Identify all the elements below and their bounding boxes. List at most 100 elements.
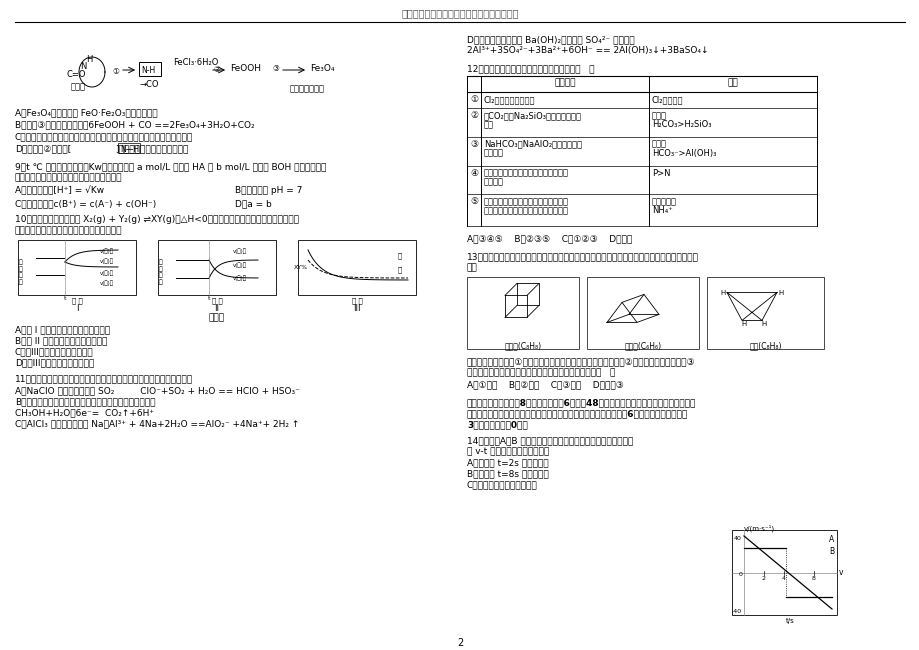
Text: C．AlCl₃ 溶液中投入过量 Na：Al³⁺ + 4Na+2H₂O ==AlO₂⁻ +4Na⁺+ 2H₂ ↑: C．AlCl₃ 溶液中投入过量 Na：Al³⁺ + 4Na+2H₂O ==AlO… [15, 419, 299, 428]
Text: D．在反应②环丙胺[: D．在反应②环丙胺[ [15, 144, 71, 153]
Text: 反
应
速
率: 反 应 速 率 [159, 259, 163, 285]
Text: ④: ④ [470, 168, 478, 177]
Text: 时 间: 时 间 [351, 297, 362, 304]
Text: 2Al³⁺+3SO₄²⁻+3Ba²⁺+6OH⁻ == 2Al(OH)₃↓+3BaSO₄↓: 2Al³⁺+3SO₄²⁻+3Ba²⁺+6OH⁻ == 2Al(OH)₃↓+3Ba… [467, 46, 708, 55]
Text: ③: ③ [272, 64, 278, 73]
Bar [158, 240, 276, 295]
Text: 10．在密闭容器中，反应 X₂(g) + Y₂(g) ⇌XY(g)；△H<0，达到甲平衡。在仅改变某一条件后，: 10．在密闭容器中，反应 X₂(g) + Y₂(g) ⇌XY(g)；△H<0，达… [15, 215, 299, 224]
Text: v(正)甲: v(正)甲 [233, 275, 246, 281]
Text: ①: ① [470, 95, 478, 104]
Bar [298, 240, 415, 295]
Text: -40: -40 [732, 609, 742, 614]
Text: ]的作用可能是促进氯化铁水解: ]的作用可能是促进氯化铁水解 [115, 144, 188, 153]
Text: B．反应③的化学方程式是：6FeOOH + CO ==2Fe₃O₄+3H₂O+CO₂: B．反应③的化学方程式是：6FeOOH + CO ==2Fe₃O₄+3H₂O+C… [15, 120, 255, 129]
Text: 酸性：: 酸性： [652, 111, 666, 120]
Text: NaHCO₃与NaAlO₂溶液混合产生: NaHCO₃与NaAlO₂溶液混合产生 [483, 140, 582, 149]
Text: v(逆)甲: v(逆)甲 [100, 270, 114, 276]
Text: A．NaClO 溶液中通入过量 SO₂         ClO⁻+SO₂ + H₂O == HClO + HSO₃⁻: A．NaClO 溶液中通入过量 SO₂ ClO⁻+SO₂ + H₂O == HC… [15, 386, 300, 395]
Text: 立方烷(C₈H₈): 立方烷(C₈H₈) [504, 341, 541, 350]
Text: H: H [760, 321, 766, 328]
Text: N: N [80, 62, 86, 71]
Text: FeOOH: FeOOH [230, 64, 261, 73]
Text: 14．如图，A、B 分别是甲、乙两小球从同一地点沿同一直线运动: 14．如图，A、B 分别是甲、乙两小球从同一地点沿同一直线运动 [467, 436, 632, 445]
Bar [706, 278, 823, 350]
Text: A．③④⑤    B．②③⑤    C．①②③    D．全部: A．③④⑤ B．②③⑤ C．①②③ D．全部 [467, 235, 631, 243]
Text: 13．近年来用合成方法制备了多种新奇的有机物，例如分子含有如下图所示立体结构的环烃化合: 13．近年来用合成方法制备了多种新奇的有机物，例如分子含有如下图所示立体结构的环… [467, 252, 698, 261]
Text: Cl₂的水溶液可以导电: Cl₂的水溶液可以导电 [483, 95, 535, 104]
Text: B．图 II 是扩大容器体积的变化情况: B．图 II 是扩大容器体积的变化情况 [15, 336, 108, 345]
Text: v(正)甲: v(正)甲 [100, 258, 114, 264]
Text: 的 v-t 图像，根据图像可以判断: 的 v-t 图像，根据图像可以判断 [467, 447, 549, 456]
Text: 乙: 乙 [398, 266, 402, 272]
Text: B: B [828, 547, 834, 556]
Text: C．两球运动过程中不会相遇: C．两球运动过程中不会相遇 [467, 480, 538, 489]
Text: N—H: N—H [119, 145, 139, 154]
Text: v(逆)乙: v(逆)乙 [233, 262, 246, 268]
Bar [586, 278, 698, 350]
Text: H: H [720, 291, 724, 296]
Text: C．混合液中，c(B⁺) = c(A⁻) + c(OH⁻): C．混合液中，c(B⁺) = c(A⁻) + c(OH⁻) [15, 199, 156, 208]
Text: 二、选择题：本大题共8个小题，每小题6分，共48分，在每小题给出的四个选项中，有的只: 二、选择题：本大题共8个小题，每小题6分，共48分，在每小题给出的四个选项中，有… [467, 398, 696, 408]
Text: 曲线图: 曲线图 [209, 313, 225, 322]
Text: t/s: t/s [785, 618, 794, 624]
Text: 实验事实: 实验事实 [553, 78, 575, 87]
Text: P>N: P>N [652, 168, 670, 177]
Text: D．a = b: D．a = b [234, 199, 271, 208]
Text: 溶液一定有: 溶液一定有 [652, 198, 676, 207]
Text: 时 间: 时 间 [72, 297, 83, 304]
Bar [118, 143, 140, 153]
Text: t: t [208, 296, 210, 301]
Text: A: A [828, 535, 834, 544]
Text: ①: ① [112, 67, 119, 76]
Text: H: H [85, 55, 92, 64]
Text: v/(m·s⁻¹): v/(m·s⁻¹) [743, 524, 775, 532]
Bar [467, 278, 578, 350]
Bar [18, 240, 136, 295]
Text: H₂CO₃>H₂SiO₃: H₂CO₃>H₂SiO₃ [652, 120, 710, 129]
Text: A．混合液中，[H⁺] = √Kw: A．混合液中，[H⁺] = √Kw [15, 186, 104, 195]
Text: t: t [64, 296, 66, 301]
Text: 将CO₂通入Na₂SiO₃溶液中产生白色: 将CO₂通入Na₂SiO₃溶液中产生白色 [483, 111, 582, 120]
Text: ③: ③ [470, 140, 478, 149]
Text: 结论: 结论 [727, 78, 738, 87]
Text: 3分，有选错的得0分。: 3分，有选错的得0分。 [467, 421, 528, 430]
Text: 11．下列各组物质间反应可能包括多步反应，其总的离子方程式正确的是: 11．下列各组物质间反应可能包括多步反应，其总的离子方程式正确的是 [15, 374, 193, 383]
Text: HCO₃⁻>Al(OH)₃: HCO₃⁻>Al(OH)₃ [652, 149, 716, 158]
Text: 棱晶烷、盆烷是苯的同分异构体，上述说法中正确的是（   ）: 棱晶烷、盆烷是苯的同分异构体，上述说法中正确的是（ ） [467, 369, 615, 378]
Text: H: H [777, 291, 782, 296]
Text: v: v [838, 568, 843, 577]
Text: A．①正确    B．②正确    C．③正确    D．只有③: A．①正确 B．②正确 C．③正确 D．只有③ [467, 380, 623, 389]
Text: III: III [353, 304, 360, 313]
Text: v(正)乙: v(正)乙 [100, 248, 114, 254]
Text: 沉淀: 沉淀 [483, 120, 494, 129]
Bar [732, 530, 836, 615]
Text: 2: 2 [761, 575, 766, 580]
Text: 9．t ℃ 时，水的离子积为Kw，该温度下将 a mol/L 一元酸 HA 与 b mol/L 一元碱 BOH 等体积混合，: 9．t ℃ 时，水的离子积为Kw，该温度下将 a mol/L 一元酸 HA 与 … [15, 162, 326, 171]
Text: A．图 I 是加入适当催化剂的变化情况: A．图 I 是加入适当催化剂的变化情况 [15, 325, 110, 334]
Text: 有人认为上述有机物①立方烷、棱晶烷可以看做是烷烃的同系物，②盆烷是乙烯的同系物，③: 有人认为上述有机物①立方烷、棱晶烷可以看做是烷烃的同系物，②盆烷是乙烯的同系物，… [467, 358, 695, 367]
Text: 8: 8 [811, 575, 815, 580]
Bar [139, 62, 161, 76]
Text: H: H [740, 321, 745, 328]
Text: 4: 4 [781, 575, 785, 580]
Text: 某无色溶液中加入氯化钠溶液并加热，: 某无色溶液中加入氯化钠溶液并加热， [483, 198, 568, 207]
Text: D．图III是升高温度的变化情况: D．图III是升高温度的变化情况 [15, 358, 94, 367]
Text: 有一项是符合各题要求，有的有多个选项符合各题要求。全选对的得6分，选对但选不全的得: 有一项是符合各题要求，有的有多个选项符合各题要求。全选对的得6分，选对但选不全的… [467, 410, 687, 419]
Text: 物：: 物： [467, 263, 477, 272]
Text: 反
应
速
率: 反 应 速 率 [19, 259, 23, 285]
Text: XY%: XY% [293, 265, 308, 270]
Text: A．两球在 t=2s 时速率相等: A．两球在 t=2s 时速率相等 [467, 458, 548, 467]
Text: Fe₃O₄: Fe₃O₄ [310, 64, 335, 73]
Text: B．甲醇、氧气和氢氧化钾溶液组成的燃料电池的负极反应: B．甲醇、氧气和氢氧化钾溶液组成的燃料电池的负极反应 [15, 397, 155, 406]
Text: 产生的气体能使湿润红色石蕊试纸变蓝: 产生的气体能使湿润红色石蕊试纸变蓝 [483, 207, 568, 215]
Text: 纳米四氧化三铁: 纳米四氧化三铁 [289, 84, 324, 93]
Text: 酸性：: 酸性： [652, 140, 666, 149]
Text: ②: ② [470, 111, 478, 120]
Text: 白色沉淀: 白色沉淀 [483, 149, 504, 158]
Text: N-H: N-H [141, 66, 155, 75]
Text: v(正)乙: v(正)乙 [233, 248, 246, 254]
Text: 吡咯酮: 吡咯酮 [71, 82, 85, 91]
Text: 0: 0 [738, 571, 743, 577]
Text: 大庆市第一次模拟考试的理综得分训练（四）: 大庆市第一次模拟考试的理综得分训练（四） [401, 8, 518, 18]
Text: B．混合液的 pH = 7: B．混合液的 pH = 7 [234, 186, 302, 195]
